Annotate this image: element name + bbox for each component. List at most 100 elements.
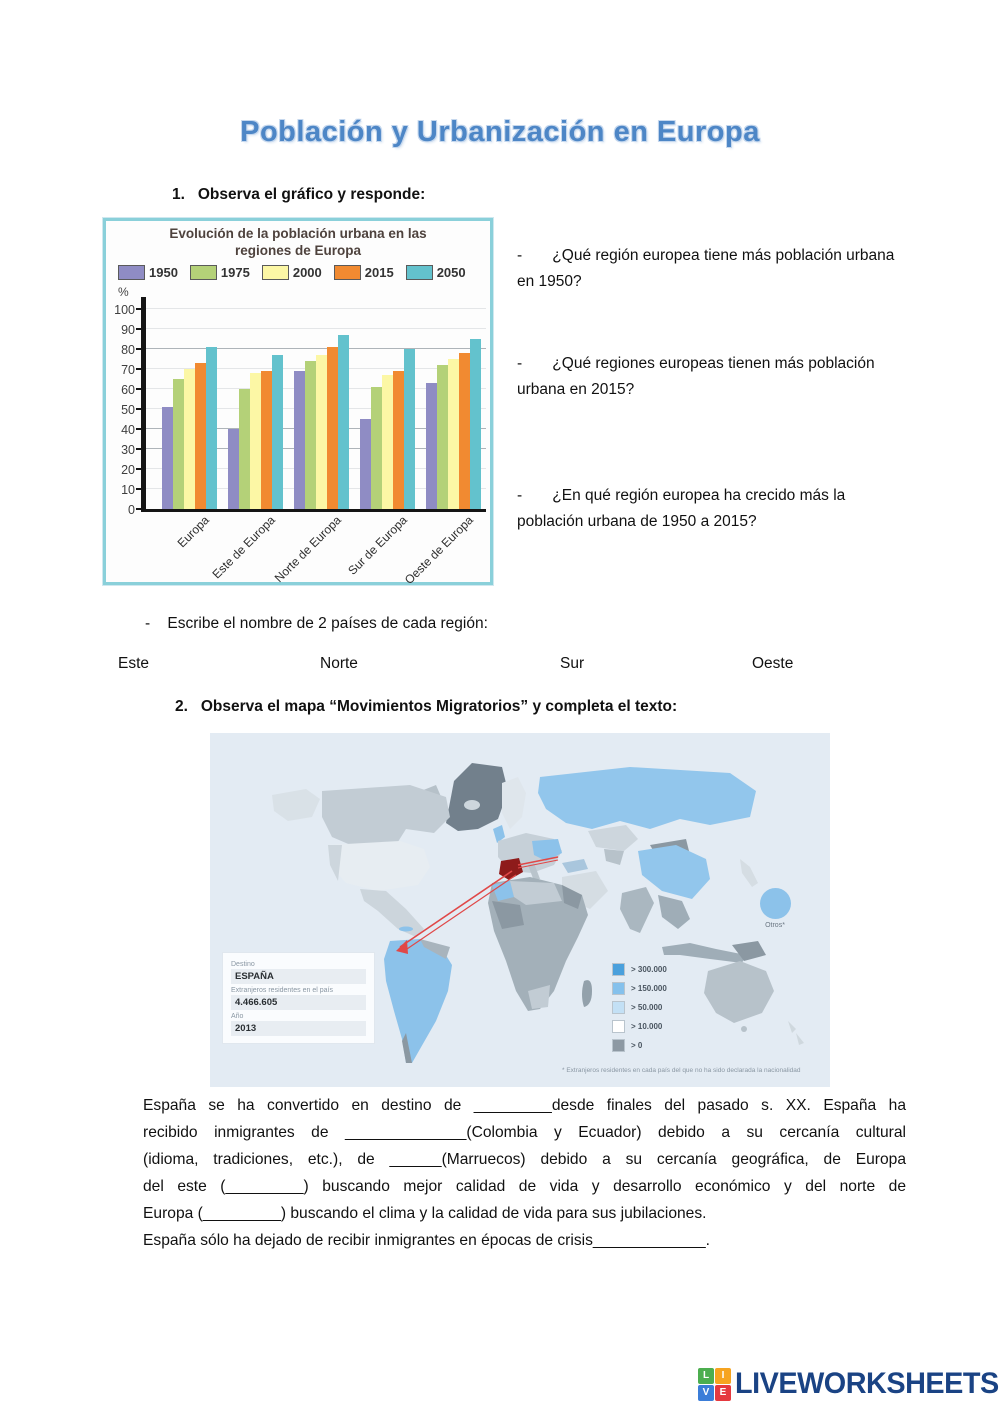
chart-legend: 1950 1975 2000 2015 2050 <box>118 264 490 280</box>
bar-2050-Norte de Europa <box>338 335 349 509</box>
map-legend-swatch <box>612 982 625 995</box>
bar-1975-Oeste de Europa <box>437 365 448 509</box>
y-tick-mark <box>136 468 146 470</box>
y-tick-label-40: 40 <box>121 423 135 437</box>
migration-line-south-america-2 <box>403 874 517 952</box>
legend-item-2050: 2050 <box>405 264 466 280</box>
subtask-line: - Escribe el nombre de 2 países de cada … <box>145 615 488 632</box>
new-zealand-south <box>796 1033 804 1045</box>
y-tick-mark <box>136 388 146 390</box>
region-label-oeste: Oeste <box>752 655 794 672</box>
extranjeros-value: 4.466.605 <box>231 995 366 1010</box>
questions-list: - ¿Qué región europea tiene más població… <box>517 243 909 535</box>
west-africa <box>492 901 524 929</box>
usa <box>328 841 430 891</box>
tasmania <box>741 1026 747 1032</box>
bar-1950-Europa <box>162 407 173 509</box>
china <box>638 845 710 899</box>
others-bubble: Otros* <box>752 888 798 929</box>
alaska <box>272 789 320 821</box>
bar-2000-Norte de Europa <box>316 355 327 509</box>
paragraph-line-4: del este (_________) buscando mejor cali… <box>143 1178 906 1195</box>
y-tick-label-0: 0 <box>128 503 135 517</box>
bar-2050-Sur de Europa <box>404 349 415 509</box>
cloze-paragraph: España se ha convertido en destino de __… <box>143 1092 906 1254</box>
map-info-box: Destino ESPAÑA Extranjeros residentes en… <box>222 952 375 1044</box>
iceland <box>464 800 480 810</box>
legend-swatch-2015 <box>333 264 361 280</box>
map-legend-swatch <box>612 1001 625 1014</box>
turkey <box>562 859 588 873</box>
map-legend-row-1: > 300.000 <box>612 963 667 976</box>
chart-title: Evolución de la población urbana en las … <box>169 226 427 258</box>
logo-square-l: L <box>698 1367 714 1384</box>
legend-item-2015: 2015 <box>333 264 394 280</box>
usa-west <box>328 845 342 881</box>
y-tick-mark <box>136 308 146 310</box>
legend-swatch-2050 <box>405 264 433 280</box>
map-legend-row-3: > 50.000 <box>612 1001 667 1014</box>
bar-1975-Sur de Europa <box>371 387 382 509</box>
regions-row: Este Norte Sur Oeste <box>100 655 910 679</box>
map-legend-swatch <box>612 1039 625 1052</box>
greenland <box>446 763 508 831</box>
bar-1975-Norte de Europa <box>305 361 316 509</box>
bar-2015-Europa <box>195 363 206 509</box>
y-tick-label-30: 30 <box>121 443 135 457</box>
y-axis-unit-label: % <box>118 285 129 299</box>
question-item-3: - ¿En qué región europea ha crecido más … <box>517 487 846 530</box>
australia <box>704 961 774 1023</box>
y-tick-mark <box>136 428 146 430</box>
japan <box>740 859 758 887</box>
bar-1950-Oeste de Europa <box>426 383 437 509</box>
morocco <box>492 881 514 901</box>
eastern-europe <box>532 839 562 861</box>
ano-value: 2013 <box>231 1021 366 1036</box>
caribbean <box>399 926 413 932</box>
map-legend-row-5: > 0 <box>612 1039 667 1052</box>
y-tick-label-80: 80 <box>121 343 135 357</box>
bar-2015-Este de Europa <box>261 371 272 509</box>
mexico-central-america <box>360 889 424 937</box>
paragraph-line-3: (idioma, tradiciones, etc.), de ______(M… <box>143 1151 906 1168</box>
y-tick-mark <box>136 488 146 490</box>
y-tick-label-90: 90 <box>121 323 135 337</box>
section1-heading: 1. Observa el gráfico y responde: <box>172 186 426 203</box>
south-america <box>384 939 452 1063</box>
bar-2000-Este de Europa <box>250 373 261 509</box>
destino-value: ESPAÑA <box>231 969 366 984</box>
bar-2015-Oeste de Europa <box>459 353 470 509</box>
migration-arrowhead <box>396 940 408 954</box>
bar-group-Oeste de Europa <box>426 339 481 509</box>
map-legend-label: > 50.000 <box>631 1003 663 1012</box>
brand-name: LIVEWORKSHEETS <box>735 1367 999 1400</box>
legend-label: 2015 <box>364 264 394 280</box>
region-label-norte: Norte <box>320 655 358 672</box>
map-legend-label: > 10.000 <box>631 1022 663 1031</box>
legend-label: 2050 <box>436 264 466 280</box>
y-tick-mark <box>136 448 146 450</box>
migration-map: Destino ESPAÑA Extranjeros residentes en… <box>210 733 830 1087</box>
legend-item-1975: 1975 <box>189 264 250 280</box>
urban-population-chart: Evolución de la población urbana en las … <box>102 217 494 587</box>
question-item-2: - ¿Qué regiones europeas tienen más pobl… <box>517 355 875 398</box>
migration-line-eastern-europe <box>517 856 559 866</box>
logo-square-i: I <box>715 1367 731 1384</box>
bar-group-Europa <box>162 347 217 509</box>
italy <box>528 863 540 881</box>
bar-1950-Norte de Europa <box>294 371 305 509</box>
y-tick-label-50: 50 <box>121 403 135 417</box>
ano-label: Año <box>231 1013 244 1020</box>
united-kingdom <box>493 825 505 843</box>
bar-2015-Norte de Europa <box>327 347 338 509</box>
x-axis-labels: Europa Este de Europa Norte de Europa Sur d… <box>146 511 482 587</box>
gridline-100 <box>146 308 486 309</box>
bar-2000-Oeste de Europa <box>448 359 459 509</box>
bar-2000-Sur de Europa <box>382 375 393 509</box>
bar-1975-Este de Europa <box>239 389 250 509</box>
others-label: Otros* <box>765 922 785 929</box>
x-axis-line <box>141 509 486 512</box>
bar-2000-Europa <box>184 369 195 509</box>
legend-swatch-1975 <box>189 264 217 280</box>
logo-square-v: V <box>698 1384 714 1401</box>
